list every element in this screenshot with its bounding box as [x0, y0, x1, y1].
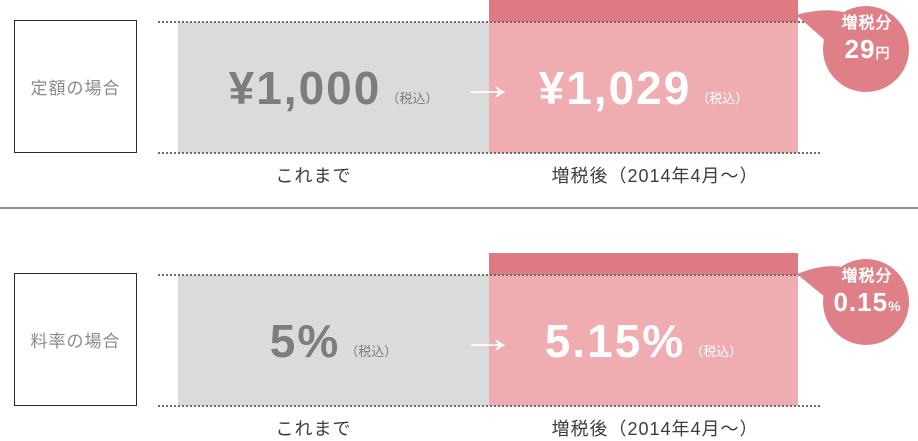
before-rect: 5% （税込） [178, 275, 489, 406]
tax-included-note: （税込） [696, 91, 749, 106]
badge-balloon-icon [796, 6, 909, 92]
before-value: ¥1,000 [228, 61, 382, 114]
badge-value: 0.15 [833, 287, 889, 318]
after-value-line: ¥1,029 （税込） [539, 65, 749, 111]
badge-text: 増税分 0.15% [812, 267, 918, 317]
after-value: ¥1,029 [538, 61, 692, 114]
increase-band [489, 0, 798, 22]
badge-title: 増税分 [841, 268, 893, 285]
dotted-line-top [158, 21, 820, 23]
row-rate: 料率の場合 5% （税込） 5.15% （税込） → これまで 増税後（2014… [0, 253, 918, 441]
badge-title: 増税分 [841, 15, 893, 32]
after-value-line: 5.15% （税込） [545, 318, 742, 364]
before-rect: ¥1,000 （税込） [178, 22, 489, 153]
before-caption: これまで [275, 166, 352, 186]
badge-text: 増税分 29円 [812, 14, 918, 64]
row-fixed-amount: 定額の場合 ¥1,000 （税込） ¥1,029 （税込） → これまで 増税後… [0, 0, 918, 190]
increase-badge: 増税分 0.15% [788, 255, 918, 355]
after-caption: 増税後（2014年4月～） [551, 419, 759, 439]
before-value: 5% [269, 314, 341, 367]
dotted-line-bottom [158, 405, 820, 407]
section-divider [0, 207, 918, 209]
badge-unit: 円 [875, 45, 890, 62]
tax-included-note: （税込） [345, 344, 398, 359]
tax-included-note: （税込） [690, 344, 743, 359]
tax-included-note: （税込） [386, 91, 439, 106]
badge-value: 29 [844, 34, 876, 65]
after-value: 5.15% [544, 314, 686, 367]
badge-balloon-icon [797, 259, 909, 345]
badge-unit: % [888, 298, 901, 315]
case-label: 料率の場合 [30, 332, 121, 351]
after-rect: ¥1,029 （税込） [489, 22, 798, 153]
badge-value-line: 0.15% [812, 288, 918, 317]
before-value-line: 5% （税込） [270, 318, 398, 364]
after-rect: 5.15% （税込） [489, 275, 798, 406]
increase-badge: 増税分 29円 [788, 2, 918, 102]
case-box-fixed-amount: 定額の場合 [14, 20, 137, 153]
before-caption: これまで [275, 419, 352, 439]
after-caption: 増税後（2014年4月～） [551, 166, 759, 186]
before-value-line: ¥1,000 （税込） [229, 65, 439, 111]
case-box-rate: 料率の場合 [14, 273, 137, 406]
right-arrow-icon: → [459, 314, 517, 361]
dotted-line-top [158, 274, 820, 276]
dotted-line-bottom [158, 152, 820, 154]
right-arrow-icon: → [459, 61, 517, 108]
case-label: 定額の場合 [30, 79, 121, 98]
increase-band [489, 253, 798, 275]
badge-value-line: 29円 [812, 35, 918, 64]
